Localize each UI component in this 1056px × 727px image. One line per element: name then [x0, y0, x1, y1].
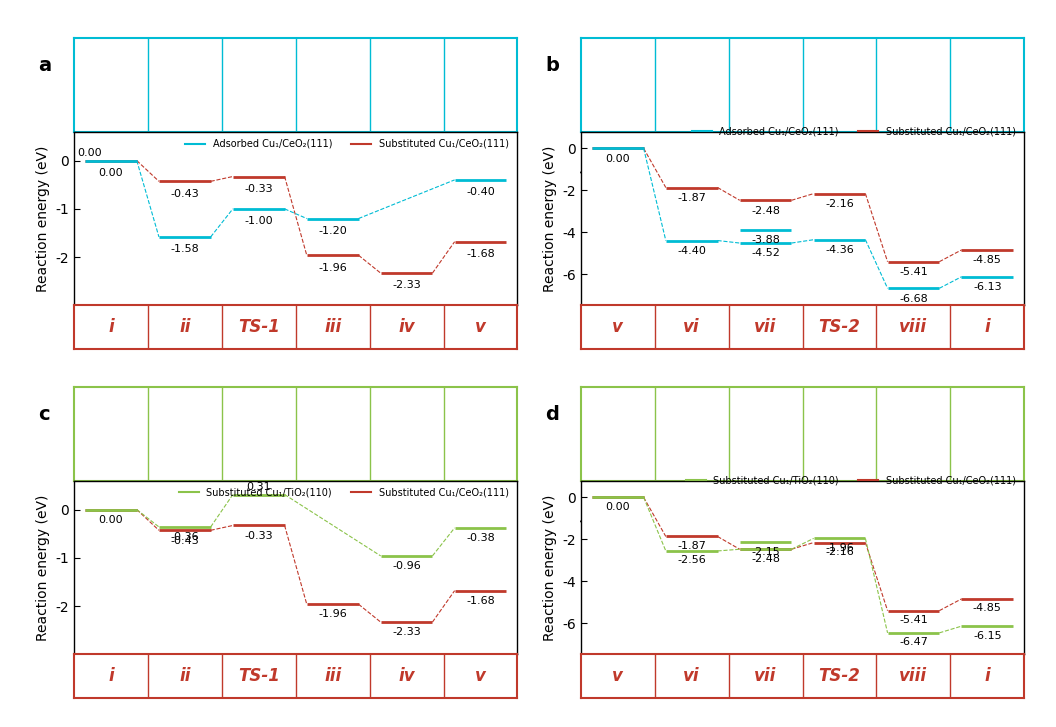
Y-axis label: Reaction energy (eV): Reaction energy (eV) [36, 494, 50, 640]
Y-axis label: Reaction energy (eV): Reaction energy (eV) [36, 145, 50, 292]
Text: -2.16: -2.16 [825, 198, 854, 209]
Text: -0.96: -0.96 [392, 561, 421, 571]
Text: -2.56: -2.56 [677, 555, 706, 566]
Text: -3.88: -3.88 [751, 235, 780, 245]
Text: v: v [612, 318, 623, 336]
Legend: Adsorbed Cu₁/CeO₂(111), Substituted Cu₁/CeO₂(111): Adsorbed Cu₁/CeO₂(111), Substituted Cu₁/… [182, 135, 512, 153]
Text: -0.36: -0.36 [170, 532, 200, 542]
Text: -1.87: -1.87 [677, 541, 706, 551]
Text: -4.40: -4.40 [677, 246, 706, 256]
Text: -2.48: -2.48 [751, 206, 780, 215]
Text: -0.40: -0.40 [466, 187, 495, 197]
Text: ii: ii [180, 318, 190, 336]
Text: -2.15: -2.15 [751, 547, 780, 557]
Text: -1.20: -1.20 [318, 226, 347, 236]
Text: TS-2: TS-2 [818, 318, 861, 336]
Text: -1.96: -1.96 [318, 262, 347, 273]
Text: 0.00: 0.00 [98, 168, 124, 178]
Text: -0.43: -0.43 [170, 536, 200, 545]
Text: -1.96: -1.96 [318, 609, 347, 619]
Legend: Substituted Cu₁/TiO₂(110), Substituted Cu₁/CeO₂(111): Substituted Cu₁/TiO₂(110), Substituted C… [682, 472, 1019, 489]
Text: v: v [475, 667, 486, 685]
Text: i: i [108, 667, 114, 685]
Text: -0.33: -0.33 [244, 531, 274, 541]
Text: -2.33: -2.33 [392, 281, 421, 290]
Text: -6.13: -6.13 [973, 282, 1002, 292]
Text: i: i [984, 318, 991, 336]
Text: -5.41: -5.41 [899, 267, 928, 277]
Text: iv: iv [398, 667, 415, 685]
Text: -1.58: -1.58 [170, 244, 200, 254]
Text: vi: vi [683, 318, 700, 336]
Y-axis label: Reaction energy (eV): Reaction energy (eV) [543, 145, 557, 292]
Text: -1.68: -1.68 [466, 249, 495, 259]
Text: -0.38: -0.38 [466, 533, 495, 543]
Text: vi: vi [683, 667, 700, 685]
Text: -6.47: -6.47 [899, 637, 928, 647]
Text: -6.68: -6.68 [899, 294, 928, 303]
Text: 0.00: 0.00 [98, 515, 124, 525]
Text: -4.36: -4.36 [825, 245, 854, 255]
Text: i: i [108, 318, 114, 336]
Text: 0.31: 0.31 [246, 482, 271, 492]
Text: -0.33: -0.33 [244, 184, 274, 194]
Text: -2.48: -2.48 [751, 554, 780, 563]
Text: iii: iii [324, 318, 341, 336]
Legend: Adsorbed Cu₁/CeO₂(111), Substituted Cu₁/CeO₂(111): Adsorbed Cu₁/CeO₂(111), Substituted Cu₁/… [689, 123, 1019, 140]
Text: -1.00: -1.00 [244, 216, 274, 226]
Text: 0.00: 0.00 [78, 148, 102, 158]
Text: TS-2: TS-2 [818, 667, 861, 685]
Text: d: d [545, 405, 560, 424]
Text: ii: ii [180, 667, 190, 685]
Text: viii: viii [900, 318, 927, 336]
Text: TS-1: TS-1 [238, 318, 280, 336]
Text: -4.52: -4.52 [751, 248, 780, 258]
Text: -4.85: -4.85 [973, 255, 1002, 265]
Legend: Substituted Cu₁/TiO₂(110), Substituted Cu₁/CeO₂(111): Substituted Cu₁/TiO₂(110), Substituted C… [175, 484, 512, 502]
Text: iv: iv [398, 318, 415, 336]
Text: v: v [612, 667, 623, 685]
Text: i: i [984, 667, 991, 685]
Text: TS-1: TS-1 [238, 667, 280, 685]
Text: b: b [545, 56, 560, 75]
Text: vii: vii [754, 318, 777, 336]
Text: -5.41: -5.41 [899, 615, 928, 625]
Text: -1.96: -1.96 [825, 543, 854, 553]
Text: -1.87: -1.87 [677, 193, 706, 203]
Text: -1.68: -1.68 [466, 596, 495, 606]
Text: vii: vii [754, 667, 777, 685]
Y-axis label: Reaction energy (eV): Reaction energy (eV) [543, 494, 557, 640]
Text: -0.43: -0.43 [170, 188, 200, 198]
Text: -2.16: -2.16 [825, 547, 854, 557]
Text: 0.00: 0.00 [605, 153, 630, 164]
Text: v: v [475, 318, 486, 336]
Text: -4.85: -4.85 [973, 603, 1002, 614]
Text: 0.00: 0.00 [605, 502, 630, 512]
Text: -6.15: -6.15 [973, 630, 1002, 640]
Text: c: c [38, 405, 50, 424]
Text: iii: iii [324, 667, 341, 685]
Text: -2.33: -2.33 [392, 627, 421, 638]
Text: a: a [38, 56, 52, 75]
Text: viii: viii [900, 667, 927, 685]
